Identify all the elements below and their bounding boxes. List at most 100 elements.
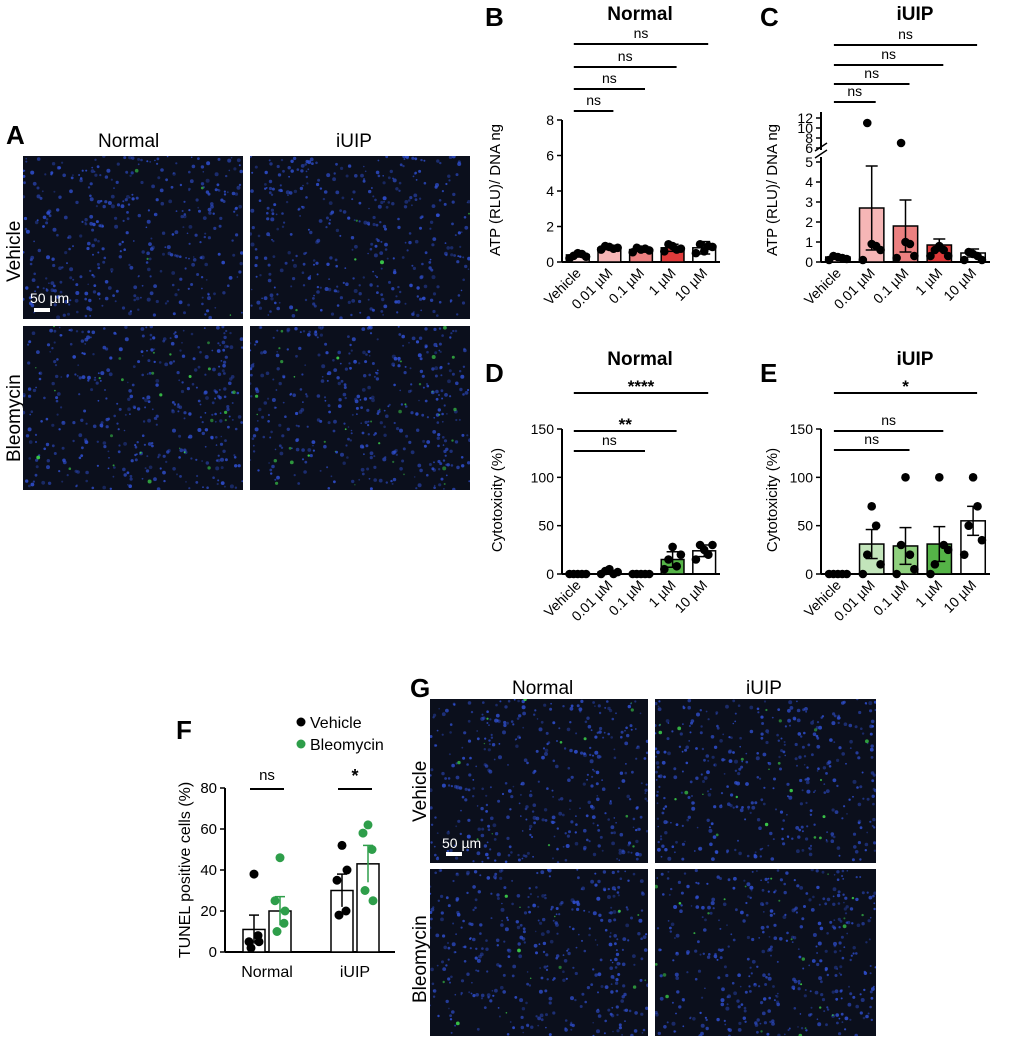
nucleus-dot bbox=[195, 198, 199, 202]
nucleus-dot bbox=[51, 381, 55, 386]
tunel-dot bbox=[207, 341, 210, 345]
nucleus-dot bbox=[569, 706, 574, 711]
nucleus-dot bbox=[421, 262, 424, 266]
nucleus-dot bbox=[264, 170, 268, 175]
nucleus-dot bbox=[690, 721, 693, 725]
nucleus-dot bbox=[493, 838, 497, 841]
nucleus-dot bbox=[539, 967, 541, 969]
nucleus-dot bbox=[832, 835, 836, 839]
nucleus-dot bbox=[215, 444, 218, 446]
nucleus-dot bbox=[836, 893, 841, 898]
nucleus-dot bbox=[797, 987, 801, 991]
nucleus-dot bbox=[266, 211, 269, 215]
nucleus-dot bbox=[869, 709, 873, 713]
nucleus-dot bbox=[62, 173, 66, 178]
nucleus-dot bbox=[836, 758, 840, 762]
nucleus-dot bbox=[367, 252, 369, 255]
nucleus-dot bbox=[456, 313, 459, 316]
nucleus-dot bbox=[440, 917, 444, 922]
tunel-dot bbox=[110, 434, 113, 438]
nucleus-dot bbox=[450, 1031, 453, 1034]
nucleus-dot bbox=[641, 891, 644, 894]
nucleus-dot bbox=[584, 1000, 587, 1004]
data-point bbox=[360, 886, 370, 895]
nucleus-dot bbox=[657, 840, 660, 844]
nucleus-dot bbox=[870, 744, 874, 748]
nucleus-dot bbox=[594, 973, 598, 977]
nucleus-dot bbox=[491, 990, 494, 992]
nucleus-dot bbox=[239, 337, 243, 341]
nucleus-dot bbox=[516, 894, 521, 898]
nucleus-dot bbox=[189, 179, 194, 184]
nucleus-dot bbox=[728, 759, 733, 763]
nucleus-dot bbox=[117, 450, 121, 454]
nucleus-dot bbox=[150, 348, 154, 352]
nucleus-dot bbox=[250, 373, 253, 377]
nucleus-dot bbox=[595, 770, 600, 775]
nucleus-dot bbox=[767, 761, 770, 764]
nucleus-dot bbox=[456, 910, 460, 915]
nucleus-dot bbox=[391, 354, 396, 359]
nucleus-dot bbox=[523, 941, 526, 944]
nucleus-dot bbox=[744, 1020, 747, 1023]
nucleus-dot bbox=[369, 332, 373, 335]
nucleus-dot bbox=[358, 292, 362, 296]
nucleus-dot bbox=[619, 771, 624, 775]
nucleus-dot bbox=[84, 297, 87, 301]
nucleus-dot bbox=[635, 852, 640, 857]
nucleus-dot bbox=[708, 828, 713, 833]
legend-label-vehicle: Vehicle bbox=[310, 715, 362, 732]
nucleus-dot bbox=[829, 738, 833, 742]
nucleus-dot bbox=[746, 913, 749, 917]
x-tick-label: 0.1 µM bbox=[870, 577, 912, 619]
nucleus-dot bbox=[734, 759, 738, 764]
nucleus-dot bbox=[33, 240, 35, 243]
nucleus-dot bbox=[258, 306, 263, 310]
nucleus-dot bbox=[676, 990, 680, 994]
nucleus-dot bbox=[540, 720, 544, 724]
nucleus-dot bbox=[596, 1029, 600, 1034]
nucleus-dot bbox=[815, 945, 818, 948]
nucleus-dot bbox=[411, 336, 416, 341]
nucleus-dot bbox=[436, 436, 440, 440]
nucleus-dot bbox=[419, 275, 423, 280]
nucleus-dot bbox=[504, 860, 508, 863]
nucleus-dot bbox=[460, 979, 465, 983]
nucleus-dot bbox=[507, 763, 509, 766]
nucleus-dot bbox=[285, 200, 289, 204]
nucleus-dot bbox=[145, 326, 148, 329]
nucleus-dot bbox=[104, 389, 106, 391]
nucleus-dot bbox=[439, 161, 442, 165]
tunel-dot bbox=[169, 353, 172, 356]
nucleus-dot bbox=[392, 364, 395, 367]
data-point bbox=[977, 535, 987, 545]
nucleus-dot bbox=[824, 968, 828, 972]
nucleus-dot bbox=[359, 311, 362, 314]
nucleus-dot bbox=[816, 736, 820, 740]
nucleus-dot bbox=[564, 1027, 567, 1030]
nucleus-dot bbox=[594, 750, 599, 755]
nucleus-dot bbox=[839, 920, 843, 923]
nucleus-dot bbox=[440, 911, 444, 915]
data-point bbox=[337, 840, 347, 850]
nucleus-dot bbox=[405, 434, 409, 438]
nucleus-dot bbox=[372, 215, 376, 220]
tunel-dot bbox=[280, 360, 284, 364]
nucleus-dot bbox=[178, 434, 182, 438]
nucleus-dot bbox=[171, 283, 175, 287]
nucleus-dot bbox=[72, 245, 74, 248]
nucleus-dot bbox=[430, 967, 434, 972]
nucleus-dot bbox=[333, 480, 336, 484]
nucleus-dot bbox=[769, 945, 773, 949]
nucleus-dot bbox=[832, 712, 836, 716]
nucleus-dot bbox=[155, 418, 158, 420]
nucleus-dot bbox=[579, 807, 581, 809]
nucleus-dot bbox=[597, 704, 601, 708]
tunel-dot bbox=[207, 367, 211, 371]
nucleus-dot bbox=[276, 351, 278, 353]
nucleus-dot bbox=[816, 952, 819, 954]
nucleus-dot bbox=[571, 908, 574, 911]
nucleus-dot bbox=[204, 355, 209, 359]
nucleus-dot bbox=[443, 449, 447, 454]
